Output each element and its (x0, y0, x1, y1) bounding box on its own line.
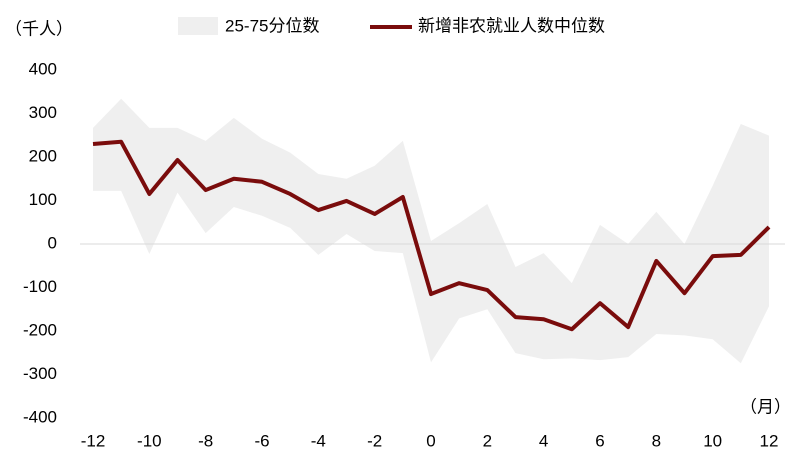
y-unit: （千人） (5, 19, 73, 38)
x-unit: （月） (740, 397, 791, 416)
x-tick-label: 8 (652, 431, 661, 450)
band-area (93, 98, 769, 364)
y-tick-label: -200 (23, 320, 57, 339)
x-tick-label: -2 (367, 431, 382, 450)
y-tick-label: -100 (23, 277, 57, 296)
x-tick-label: 2 (483, 431, 492, 450)
legend-band-swatch (178, 17, 218, 35)
median-line (92, 139, 771, 332)
x-tick-label: 12 (760, 431, 779, 450)
x-tick-label: -6 (254, 431, 269, 450)
y-tick-label: 400 (29, 59, 57, 78)
x-tick-label: -12 (81, 431, 106, 450)
y-tick-label: 200 (29, 146, 57, 165)
legend-label: 25-75分位数 (225, 16, 319, 35)
legend-label: 新增非农就业人数中位数 (418, 16, 605, 35)
x-tick-label: 6 (595, 431, 604, 450)
x-tick-label: -4 (311, 431, 326, 450)
y-tick-label: -400 (23, 407, 57, 426)
y-tick-label: 100 (29, 190, 57, 209)
x-tick-label: 4 (539, 431, 548, 450)
x-tick-label: -10 (137, 431, 162, 450)
y-tick-label: 300 (29, 103, 57, 122)
x-tick-label: -8 (198, 431, 213, 450)
y-tick-label: 0 (48, 233, 57, 252)
x-tick-label: 0 (426, 431, 435, 450)
x-tick-label: 10 (703, 431, 722, 450)
y-tick-label: -300 (23, 364, 57, 383)
